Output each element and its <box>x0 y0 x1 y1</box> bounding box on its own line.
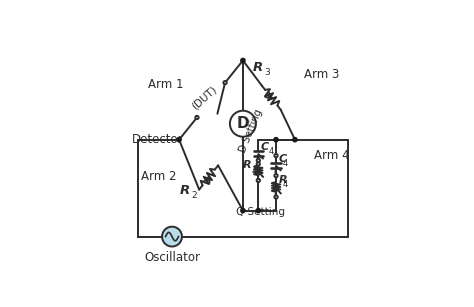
Circle shape <box>195 116 199 119</box>
Text: Oscillator: Oscillator <box>144 251 200 265</box>
Circle shape <box>241 58 245 63</box>
Circle shape <box>256 159 260 162</box>
Text: 4: 4 <box>283 159 288 168</box>
Circle shape <box>162 227 182 247</box>
Circle shape <box>274 195 278 199</box>
Text: Arm 1: Arm 1 <box>148 78 184 91</box>
Text: R: R <box>278 175 287 185</box>
Text: R: R <box>243 160 251 170</box>
Text: D: D <box>237 116 249 131</box>
Text: R: R <box>253 61 263 74</box>
Text: Detector: Detector <box>132 133 184 146</box>
Circle shape <box>177 138 181 142</box>
Text: Arm 2: Arm 2 <box>141 170 177 183</box>
Text: Arm 3: Arm 3 <box>304 68 340 81</box>
Text: Q Setting: Q Setting <box>236 207 285 217</box>
Text: Arm 4: Arm 4 <box>314 149 349 161</box>
Text: R: R <box>180 184 190 197</box>
Circle shape <box>274 154 278 157</box>
Circle shape <box>256 179 260 182</box>
Text: D Setting: D Setting <box>238 108 264 154</box>
Text: 3: 3 <box>264 68 270 77</box>
Circle shape <box>274 174 278 177</box>
Text: 4: 4 <box>252 167 257 176</box>
Circle shape <box>223 81 227 84</box>
Circle shape <box>230 111 256 137</box>
Circle shape <box>241 208 245 213</box>
Text: 4: 4 <box>268 147 273 156</box>
Text: (DUT): (DUT) <box>190 84 219 111</box>
Text: C: C <box>278 154 286 164</box>
Text: C: C <box>260 142 268 152</box>
Circle shape <box>293 138 297 142</box>
Circle shape <box>274 138 278 142</box>
Text: 4: 4 <box>283 180 288 189</box>
Circle shape <box>256 162 260 165</box>
Circle shape <box>256 208 260 213</box>
Text: 2: 2 <box>191 191 197 200</box>
